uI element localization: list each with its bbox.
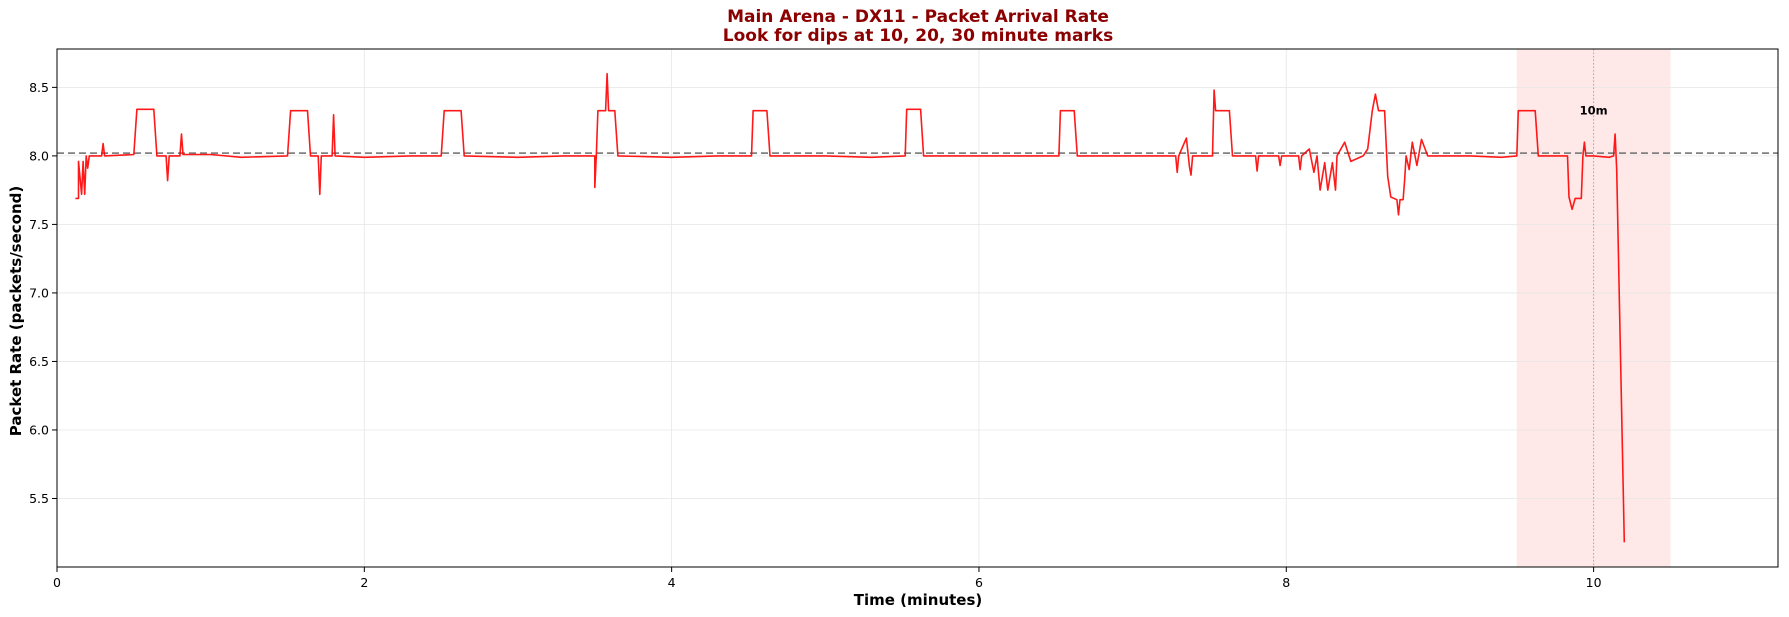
y-tick-label: 7.5 <box>29 217 49 232</box>
series-line <box>75 72 1626 543</box>
x-tick-label: 8 <box>1282 575 1290 590</box>
y-tick-label: 8.5 <box>29 80 49 95</box>
plot-frame <box>56 48 1779 568</box>
y-tick-label: 6.5 <box>29 354 49 369</box>
y-tick-label: 5.5 <box>29 491 49 506</box>
x-tick-label: 4 <box>668 575 676 590</box>
y-axis-label: Packet Rate (packets/second) <box>7 186 25 436</box>
annotation-label: 10m <box>1580 104 1608 118</box>
plot-layer: 10m 0 2 4 6 8 10 5.5 6.0 6.5 7.0 7.5 8.0 8.5 <box>29 48 1779 590</box>
y-tick-label: 6.0 <box>29 422 49 437</box>
y-tick-label: 7.0 <box>29 285 49 300</box>
chart-subtitle: Look for dips at 10, 20, 30 minute marks <box>723 26 1113 46</box>
chart-title: Main Arena - DX11 - Packet Arrival Rate <box>727 7 1109 27</box>
x-tick-label: 0 <box>53 575 61 590</box>
y-tick-label: 8.0 <box>29 148 49 163</box>
x-tick-label: 6 <box>975 575 983 590</box>
x-tick-label: 10 <box>1586 575 1602 590</box>
x-axis-label: Time (minutes) <box>854 591 983 609</box>
x-tick-label: 2 <box>360 575 368 590</box>
